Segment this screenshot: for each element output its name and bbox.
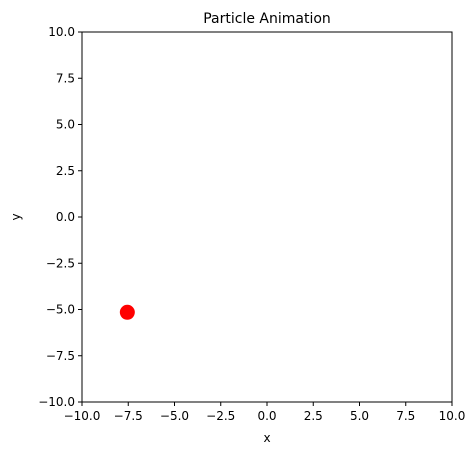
- x-tick-label: −10.0: [64, 409, 101, 423]
- y-tick-label: 0.0: [56, 210, 75, 224]
- y-tick-label: −5.0: [46, 303, 75, 317]
- x-tick-label: 2.5: [304, 409, 323, 423]
- y-tick-label: −10.0: [38, 395, 75, 409]
- x-tick-label: 7.5: [396, 409, 415, 423]
- axes-frame: [81, 31, 453, 403]
- y-tick-label: −2.5: [46, 256, 75, 270]
- x-tick-label: 0.0: [257, 409, 276, 423]
- y-tick-label: 10.0: [48, 25, 75, 39]
- ticks-layer: −10.0 −7.5 −5.0 −2.5 0.0 2.5 5.0 7.5 10.0 −10.0 −7…: [38, 25, 465, 423]
- x-tick-label: −5.0: [160, 409, 189, 423]
- chart-title: Particle Animation: [203, 11, 331, 27]
- y-tick-label: 2.5: [56, 164, 75, 178]
- data-points-layer: [119, 304, 135, 320]
- x-tick-label: 10.0: [439, 409, 466, 423]
- particle-point: [119, 304, 135, 320]
- y-tick-label: 5.0: [56, 118, 75, 132]
- x-tick-label: 5.0: [350, 409, 369, 423]
- x-axis-label: x: [263, 431, 270, 445]
- y-axis-label: y: [9, 213, 23, 220]
- x-tick-label: −2.5: [206, 409, 235, 423]
- y-tick-label: −7.5: [46, 349, 75, 363]
- y-tick-label: 7.5: [56, 71, 75, 85]
- x-tick-label: −7.5: [114, 409, 143, 423]
